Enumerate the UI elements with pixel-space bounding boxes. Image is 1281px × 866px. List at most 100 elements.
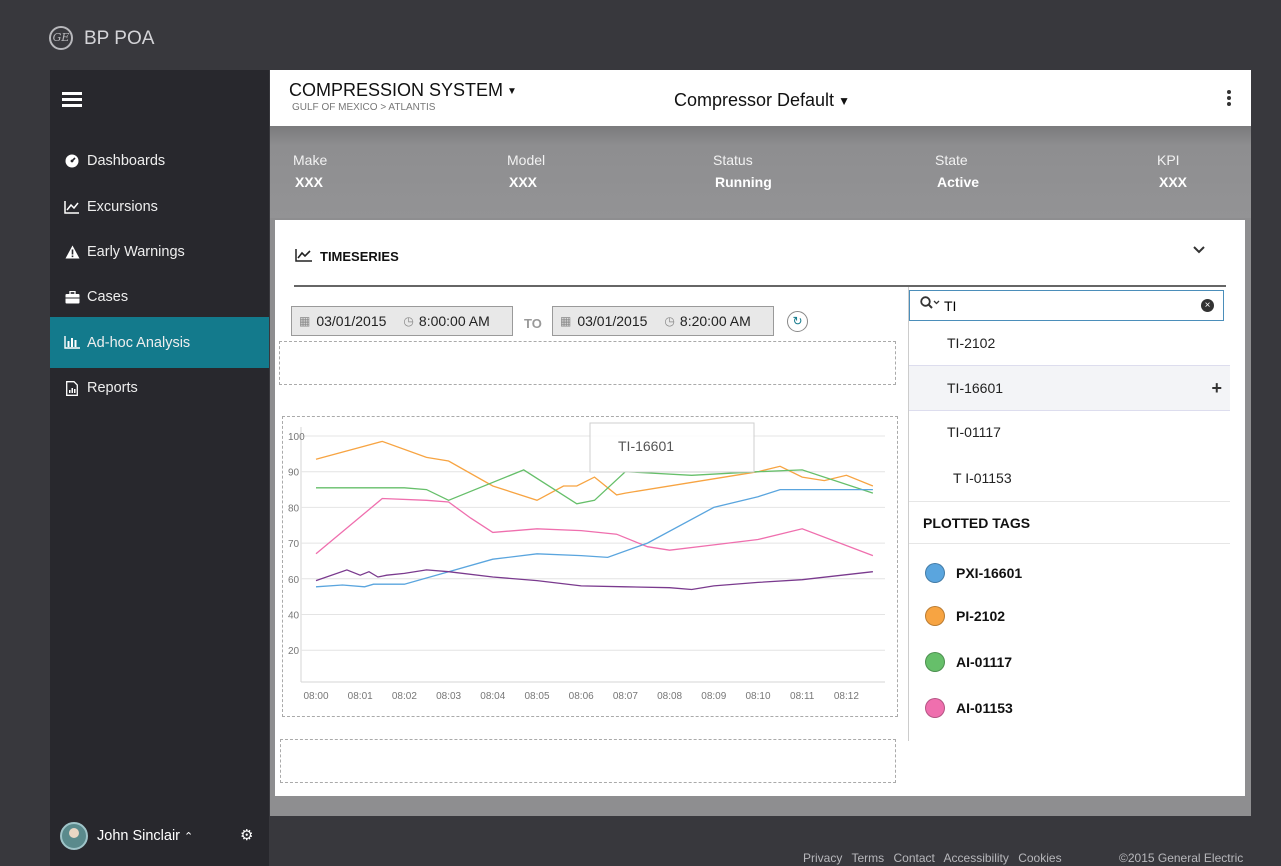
search-input[interactable] <box>944 297 1184 314</box>
plotted-tag[interactable]: AI-01117 <box>925 652 1012 672</box>
content-area: TIMESERIES ▦ 03/01/2015 ◷ 8:00:00 AM TO … <box>270 218 1251 816</box>
clear-search-icon[interactable]: × <box>1201 299 1214 312</box>
report-icon <box>64 380 80 396</box>
info-label: Status <box>713 152 753 168</box>
info-label: Model <box>507 152 546 168</box>
plotted-tag[interactable]: PI-2102 <box>925 606 1005 626</box>
sidebar-item-label: Ad-hoc Analysis <box>87 334 191 351</box>
sidebar-item-label: Dashboards <box>87 153 166 169</box>
sidebar-item-cases[interactable]: Cases <box>50 274 269 320</box>
to-label: TO <box>524 316 542 331</box>
series-line <box>315 440 874 502</box>
gear-icon[interactable]: ⚙ <box>240 827 254 844</box>
x-tick-label: 08:03 <box>436 691 461 702</box>
chevron-up-icon: ⌃ <box>184 830 194 843</box>
start-datetime-field[interactable]: ▦ 03/01/2015 ◷ 8:00:00 AM <box>291 306 513 336</box>
search-result-item[interactable]: TI-2102 <box>909 320 1230 366</box>
plotted-tag-label: PI-2102 <box>956 608 1006 624</box>
briefcase-icon <box>64 290 80 304</box>
y-tick-label: 80 <box>288 503 300 514</box>
result-label: TI-01117 <box>947 424 1001 440</box>
plotted-tag[interactable]: AI-01153 <box>925 698 1013 718</box>
search-result-item[interactable]: TI-16601 + <box>909 365 1230 411</box>
asset-selector[interactable]: COMPRESSION SYSTEM ▼ <box>289 80 517 101</box>
sidebar-item-label: Excursions <box>87 199 158 215</box>
sidebar-item-ad-hoc-analysis[interactable]: Ad-hoc Analysis <box>50 317 269 368</box>
clock-icon: ◷ <box>403 314 414 328</box>
more-options-icon[interactable] <box>1227 90 1231 108</box>
user-menu[interactable]: John Sinclair ⌃ <box>60 822 193 850</box>
x-tick-label: 08:10 <box>745 691 770 702</box>
contact-link[interactable]: Contact <box>893 851 935 865</box>
sidebar-item-reports[interactable]: Reports <box>50 365 269 411</box>
add-icon[interactable]: + <box>1211 377 1222 398</box>
privacy-link[interactable]: Privacy <box>803 851 843 865</box>
y-tick-label: 40 <box>288 611 300 622</box>
x-tick-label: 08:09 <box>701 691 726 702</box>
y-tick-label: 20 <box>288 646 300 657</box>
plotted-tag-label: AI-01117 <box>956 654 1013 670</box>
cookies-link[interactable]: Cookies <box>1018 851 1062 865</box>
sidebar-item-excursions[interactable]: Excursions <box>50 184 269 230</box>
info-label: State <box>935 152 968 168</box>
dashboard-icon <box>64 154 80 168</box>
info-label: KPI <box>1157 152 1180 168</box>
info-state: State Active <box>935 152 979 190</box>
tooltip-label: TI-16601 <box>618 438 674 454</box>
info-value: Running <box>715 174 772 190</box>
end-datetime-field[interactable]: ▦ 03/01/2015 ◷ 8:20:00 AM <box>552 306 774 336</box>
top-bar: GE BP POA <box>0 0 1281 70</box>
ge-logo-icon: GE <box>49 26 73 50</box>
search-icon[interactable] <box>920 296 940 315</box>
card-header: TIMESERIES <box>295 248 399 265</box>
footer-links: Privacy Terms Contact Accessibility Cook… <box>803 851 1068 865</box>
sidebar-item-label: Early Warnings <box>87 244 185 260</box>
x-tick-label: 08:01 <box>348 691 373 702</box>
asset-header: COMPRESSION SYSTEM ▼ GULF OF MEXICO > ATL… <box>270 70 1251 126</box>
sidebar-item-early-warnings[interactable]: Early Warnings <box>50 229 269 275</box>
series-color-swatch <box>925 563 945 583</box>
chevron-down-icon[interactable] <box>1193 242 1205 257</box>
end-time: 8:20:00 AM <box>679 313 751 329</box>
series-line <box>315 569 873 591</box>
sidebar-item-dashboards[interactable]: Dashboards <box>50 138 269 184</box>
timeseries-chart: 100 90 80 70 60 40 20 08:00 08:01 08:02 08:03 08:04… <box>288 422 885 702</box>
drop-zone-top[interactable] <box>279 341 896 385</box>
series-line <box>315 497 874 557</box>
search-result-item[interactable]: TI-01117 <box>909 409 1230 455</box>
hamburger-menu-icon[interactable] <box>62 92 82 108</box>
info-label: Make <box>293 152 328 168</box>
y-tick-label: 90 <box>288 468 300 479</box>
x-tick-label: 08:07 <box>613 691 638 702</box>
sidebar-item-label: Cases <box>87 289 129 305</box>
plotted-tag[interactable]: PXI-16601 <box>925 563 1022 583</box>
series-color-swatch <box>925 652 945 672</box>
drop-zone-bottom[interactable] <box>280 739 896 783</box>
plotted-tag-label: AI-01153 <box>956 700 1013 716</box>
result-label: T I-01153 <box>953 470 1012 486</box>
search-result-item[interactable]: T I-01153 <box>909 455 1230 501</box>
reset-icon[interactable]: ↻ <box>787 311 808 332</box>
chart-tooltip <box>589 422 755 473</box>
line-chart-icon <box>64 200 80 214</box>
user-name: John Sinclair <box>97 828 181 844</box>
timeseries-card: TIMESERIES ▦ 03/01/2015 ◷ 8:00:00 AM TO … <box>275 220 1245 796</box>
x-tick-label: 08:02 <box>392 691 417 702</box>
tag-panel: × TI-2102 TI-16601 + TI-01117 T I-01153 … <box>908 287 1230 741</box>
view-selector[interactable]: Compressor Default ▼ <box>674 90 850 111</box>
start-date: 03/01/2015 <box>316 313 387 329</box>
breadcrumb: GULF OF MEXICO > ATLANTIS <box>292 102 436 113</box>
x-tick-label: 08:04 <box>480 691 505 702</box>
info-value: XXX <box>1159 174 1188 190</box>
calendar-icon: ▦ <box>299 314 311 328</box>
view-label: Compressor Default <box>674 90 835 110</box>
clock-icon: ◷ <box>664 314 675 328</box>
divider <box>294 285 1226 287</box>
warning-icon <box>64 245 80 259</box>
accessibility-link[interactable]: Accessibility <box>943 851 1009 865</box>
tag-search[interactable]: × <box>909 290 1224 321</box>
asset-title: COMPRESSION SYSTEM <box>289 80 504 100</box>
terms-link[interactable]: Terms <box>851 851 885 865</box>
sidebar: Dashboards Excursions Early Warnings Cas… <box>50 70 269 866</box>
y-tick-label: 70 <box>288 539 300 550</box>
